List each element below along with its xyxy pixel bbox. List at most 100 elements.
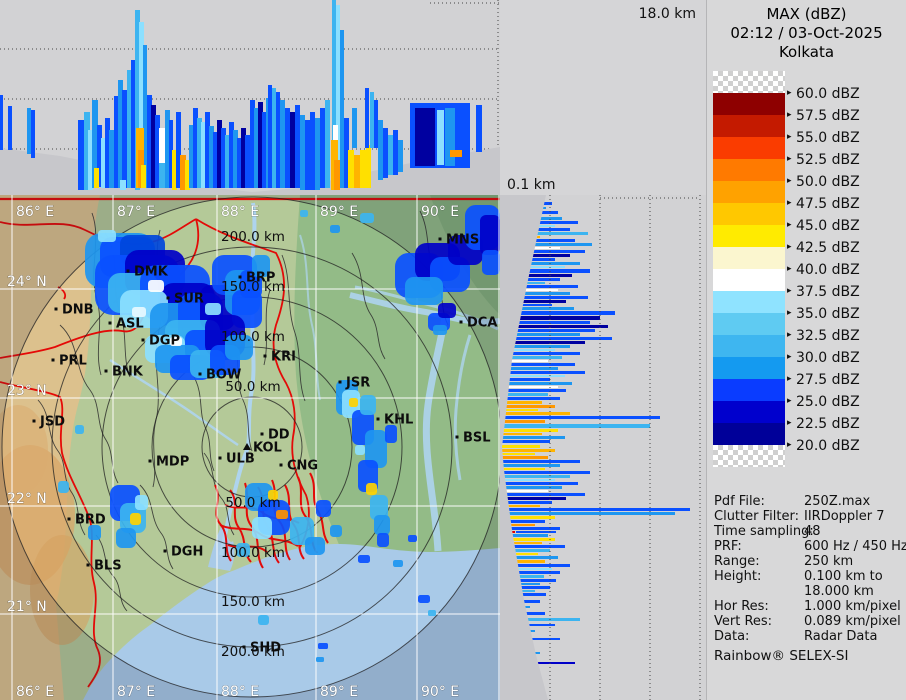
echo-cell: [500, 464, 560, 467]
legend-tick-arrow-icon: ▸: [787, 110, 792, 120]
city-dot-icon: [263, 354, 267, 358]
echo-cell: [159, 163, 165, 188]
metadata-row: Vert Res: 0.089 km/pixel: [707, 614, 906, 629]
legend-step: ▸ 47.5 dBZ: [707, 181, 906, 212]
echo-cell: [320, 108, 325, 188]
city-label: BNK: [112, 365, 144, 380]
echo-cell: [254, 108, 259, 188]
city-label: ULB: [226, 452, 255, 467]
beam-blind-wedge: [500, 195, 548, 700]
city-dot-icon: [166, 296, 170, 300]
city-dot-icon: [279, 463, 283, 467]
legend-value-label: 50.0 dBZ: [796, 174, 860, 190]
city-label: MDP: [156, 455, 189, 470]
legend-step: ▸ 35.0 dBZ: [707, 291, 906, 322]
echo-cell: [482, 250, 500, 275]
echo-cell: [500, 538, 555, 541]
echo-cell: [500, 420, 545, 423]
city-dot-icon: [32, 419, 36, 423]
echo-cell: [437, 110, 444, 165]
city-label: DNB: [62, 303, 94, 318]
city-label: BOW: [206, 368, 241, 383]
metadata-value: 250Z.max: [804, 494, 871, 509]
city-dot-icon: [338, 380, 342, 384]
echo-cell: [383, 128, 388, 178]
echo-cell: [151, 105, 156, 188]
echo-cell: [365, 430, 387, 468]
echo-cell: [225, 335, 253, 360]
echo-cell: [500, 545, 565, 548]
legend-swatch: [713, 269, 785, 291]
echo-cell: [500, 337, 612, 340]
legend-tick-arrow-icon: ▸: [787, 264, 792, 274]
echo-cell: [225, 135, 230, 188]
metadata-value: 1.000 km/pixel: [804, 599, 901, 614]
legend-step: ▸ 60.0 dBZ: [707, 71, 906, 102]
echo-cell: [500, 579, 556, 582]
echo-cell: [500, 527, 560, 530]
city-label: BSL: [463, 431, 491, 446]
legend-step: ▸ 52.5 dBZ: [707, 137, 906, 168]
echo-cell: [433, 325, 447, 335]
ns-cross-section-plot: [500, 195, 701, 700]
legend-step: [707, 445, 906, 467]
city-label: BRD: [75, 513, 106, 528]
echo-cell: [500, 401, 542, 404]
echo-cell: [500, 382, 572, 385]
echo-cell: [170, 337, 182, 346]
height-max-label: 18.0 km: [638, 6, 696, 22]
city-dot-icon: [198, 372, 202, 376]
echo-cell: [366, 145, 371, 188]
echo-cell: [105, 118, 110, 188]
echo-cell: [500, 493, 585, 496]
software-brand: Rainbow® SELEX-SI: [714, 648, 849, 664]
echo-cell: [366, 483, 377, 495]
legend-step: ▸ 30.0 dBZ: [707, 335, 906, 366]
legend-value-label: 27.5 dBZ: [796, 372, 860, 388]
metadata-label: Clutter Filter:: [714, 509, 799, 524]
legend-tick-arrow-icon: ▸: [787, 374, 792, 384]
city-dot-icon: [86, 563, 90, 567]
legend-tick-arrow-icon: ▸: [787, 198, 792, 208]
echo-cell: [176, 112, 181, 188]
echo-cell: [500, 568, 552, 570]
city-dot-icon: [438, 237, 442, 241]
echo-cell: [355, 445, 365, 455]
echo-cell: [500, 475, 570, 478]
metadata-label: Pdf File:: [714, 494, 765, 509]
echo-cell: [458, 112, 468, 166]
longitude-label: 86° E: [16, 684, 54, 700]
range-ring-labels: 200.0 km 150.0 km 100.0 km 50.0 km 50.0 km 10…: [221, 229, 285, 660]
metadata-row: Time sampling: 48: [707, 524, 906, 539]
map-echo-cells: [58, 205, 500, 662]
echo-cell: [418, 595, 430, 603]
legend-step: ▸ 20.0 dBZ: [707, 423, 906, 454]
echo-cell: [374, 100, 378, 148]
city-label: DCA: [467, 316, 497, 331]
echo-cell: [98, 230, 116, 242]
echo-cell: [500, 416, 660, 419]
echo-cell: [135, 495, 148, 510]
legend-value-label: 57.5 dBZ: [796, 108, 860, 124]
legend-swatch: [713, 115, 785, 137]
echo-cell: [500, 412, 570, 415]
echo-cell: [193, 108, 198, 188]
echo-cell: [295, 105, 300, 188]
legend-step: ▸ 50.0 dBZ: [707, 159, 906, 190]
echo-cell: [500, 445, 540, 448]
echo-cell: [165, 110, 170, 188]
echo-cell: [268, 85, 272, 188]
echo-cell: [500, 471, 590, 474]
legend-value-label: 22.5 dBZ: [796, 416, 860, 432]
legend-swatch: [713, 313, 785, 335]
city-dot-icon: [148, 459, 152, 463]
echo-cell: [280, 100, 285, 188]
city-dot-icon: [459, 320, 463, 324]
echo-cell: [185, 160, 190, 190]
echo-cell: [354, 155, 360, 188]
echo-cell: [305, 120, 310, 190]
legend-tick-arrow-icon: ▸: [787, 220, 792, 230]
echo-cell: [500, 254, 570, 257]
longitude-label: 88° E: [221, 684, 259, 700]
legend-step: ▸ 55.0 dBZ: [707, 115, 906, 146]
